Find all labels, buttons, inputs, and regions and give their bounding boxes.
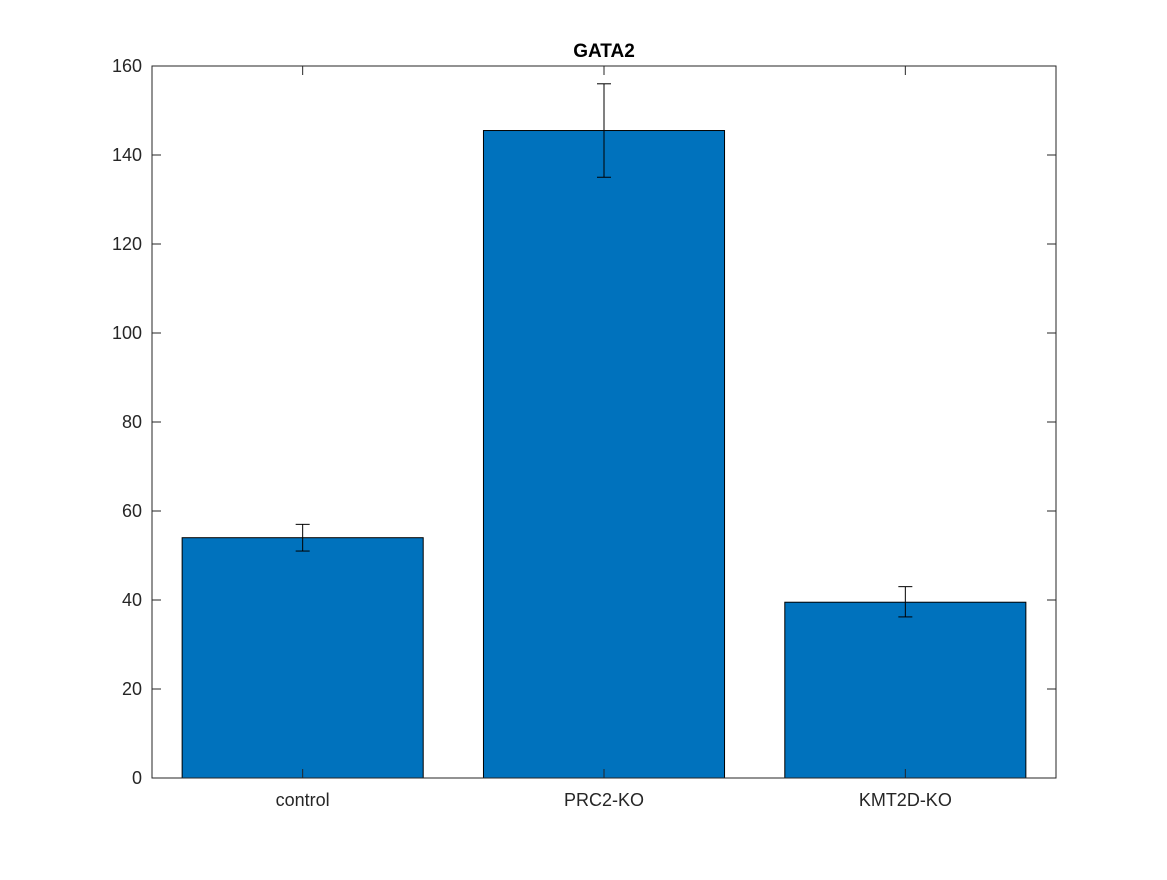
error-bar-kmt2d-ko	[898, 586, 913, 618]
x-tick-label: KMT2D-KO	[859, 790, 952, 810]
y-tick-label: 160	[112, 56, 142, 76]
axes-layer	[151, 65, 1057, 779]
x-tick-label: control	[276, 790, 330, 810]
error-bars-layer	[295, 83, 913, 618]
y-tick-label: 0	[132, 768, 142, 788]
y-tick-label: 80	[122, 412, 142, 432]
bar-control	[181, 537, 424, 779]
x-tick-label: PRC2-KO	[564, 790, 644, 810]
error-bar-control	[295, 523, 310, 552]
y-tick-label: 60	[122, 501, 142, 521]
chart-title: GATA2	[573, 41, 635, 62]
bar-prc2-ko	[482, 130, 726, 779]
y-tick-label: 40	[122, 590, 142, 610]
y-tick-label: 20	[122, 679, 142, 699]
y-tick-label: 120	[112, 234, 142, 254]
bars-layer	[181, 130, 1027, 779]
y-tick-label: 100	[112, 323, 142, 343]
tick-labels-layer: 0 20 40 60 80 100 120 140 160 control PRC2-KO KMT2D…	[112, 56, 952, 810]
bar-kmt2d-ko	[784, 601, 1027, 779]
y-tick-label: 140	[112, 145, 142, 165]
error-bar-prc2-ko	[597, 83, 611, 178]
